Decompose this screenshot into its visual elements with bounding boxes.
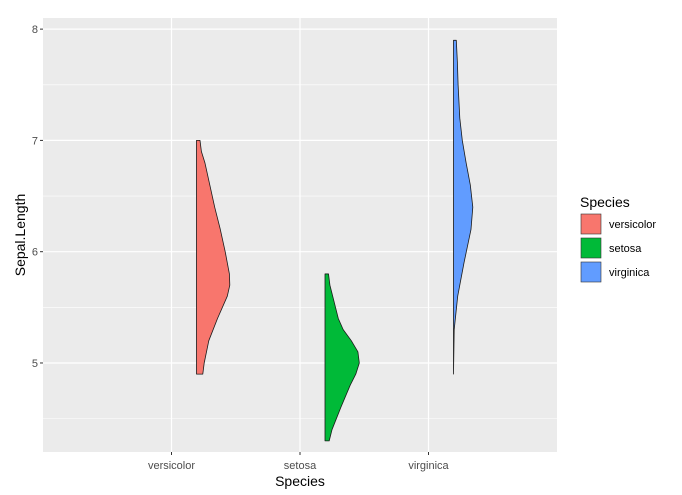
- violin-virginica: [453, 39, 474, 375]
- legend-label-virginica: virginica: [609, 267, 650, 279]
- legend: Species versicolor setosa virginica: [580, 194, 656, 283]
- x-tick-label: setosa: [284, 460, 317, 472]
- violins: [196, 39, 474, 442]
- legend-label-setosa: setosa: [609, 243, 642, 255]
- legend-key-versicolor: [580, 213, 602, 235]
- legend-label-versicolor: versicolor: [609, 219, 656, 231]
- y-tick-label: 5: [32, 358, 38, 370]
- x-axis-title: Species: [275, 473, 325, 489]
- y-tick-label: 8: [32, 24, 38, 36]
- major-gridlines: [43, 18, 557, 452]
- violin-versicolor: [196, 140, 231, 375]
- legend-title: Species: [580, 194, 630, 210]
- y-axis: 5 6 7 8: [32, 24, 43, 370]
- x-axis: versicolor setosa virginica: [148, 452, 450, 472]
- violin-setosa: [324, 273, 360, 442]
- y-tick-label: 6: [32, 247, 38, 259]
- legend-key-virginica: [580, 261, 602, 283]
- x-tick-label: versicolor: [148, 460, 195, 472]
- x-tick-label: virginica: [408, 460, 449, 472]
- y-tick-label: 7: [32, 135, 38, 147]
- legend-key-setosa: [580, 237, 602, 259]
- y-axis-title: Sepal.Length: [12, 194, 28, 277]
